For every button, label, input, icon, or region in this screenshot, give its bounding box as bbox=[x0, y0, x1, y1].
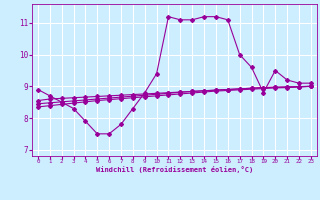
X-axis label: Windchill (Refroidissement éolien,°C): Windchill (Refroidissement éolien,°C) bbox=[96, 166, 253, 173]
